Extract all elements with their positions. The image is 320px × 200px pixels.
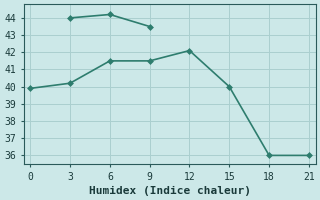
X-axis label: Humidex (Indice chaleur): Humidex (Indice chaleur): [89, 186, 251, 196]
